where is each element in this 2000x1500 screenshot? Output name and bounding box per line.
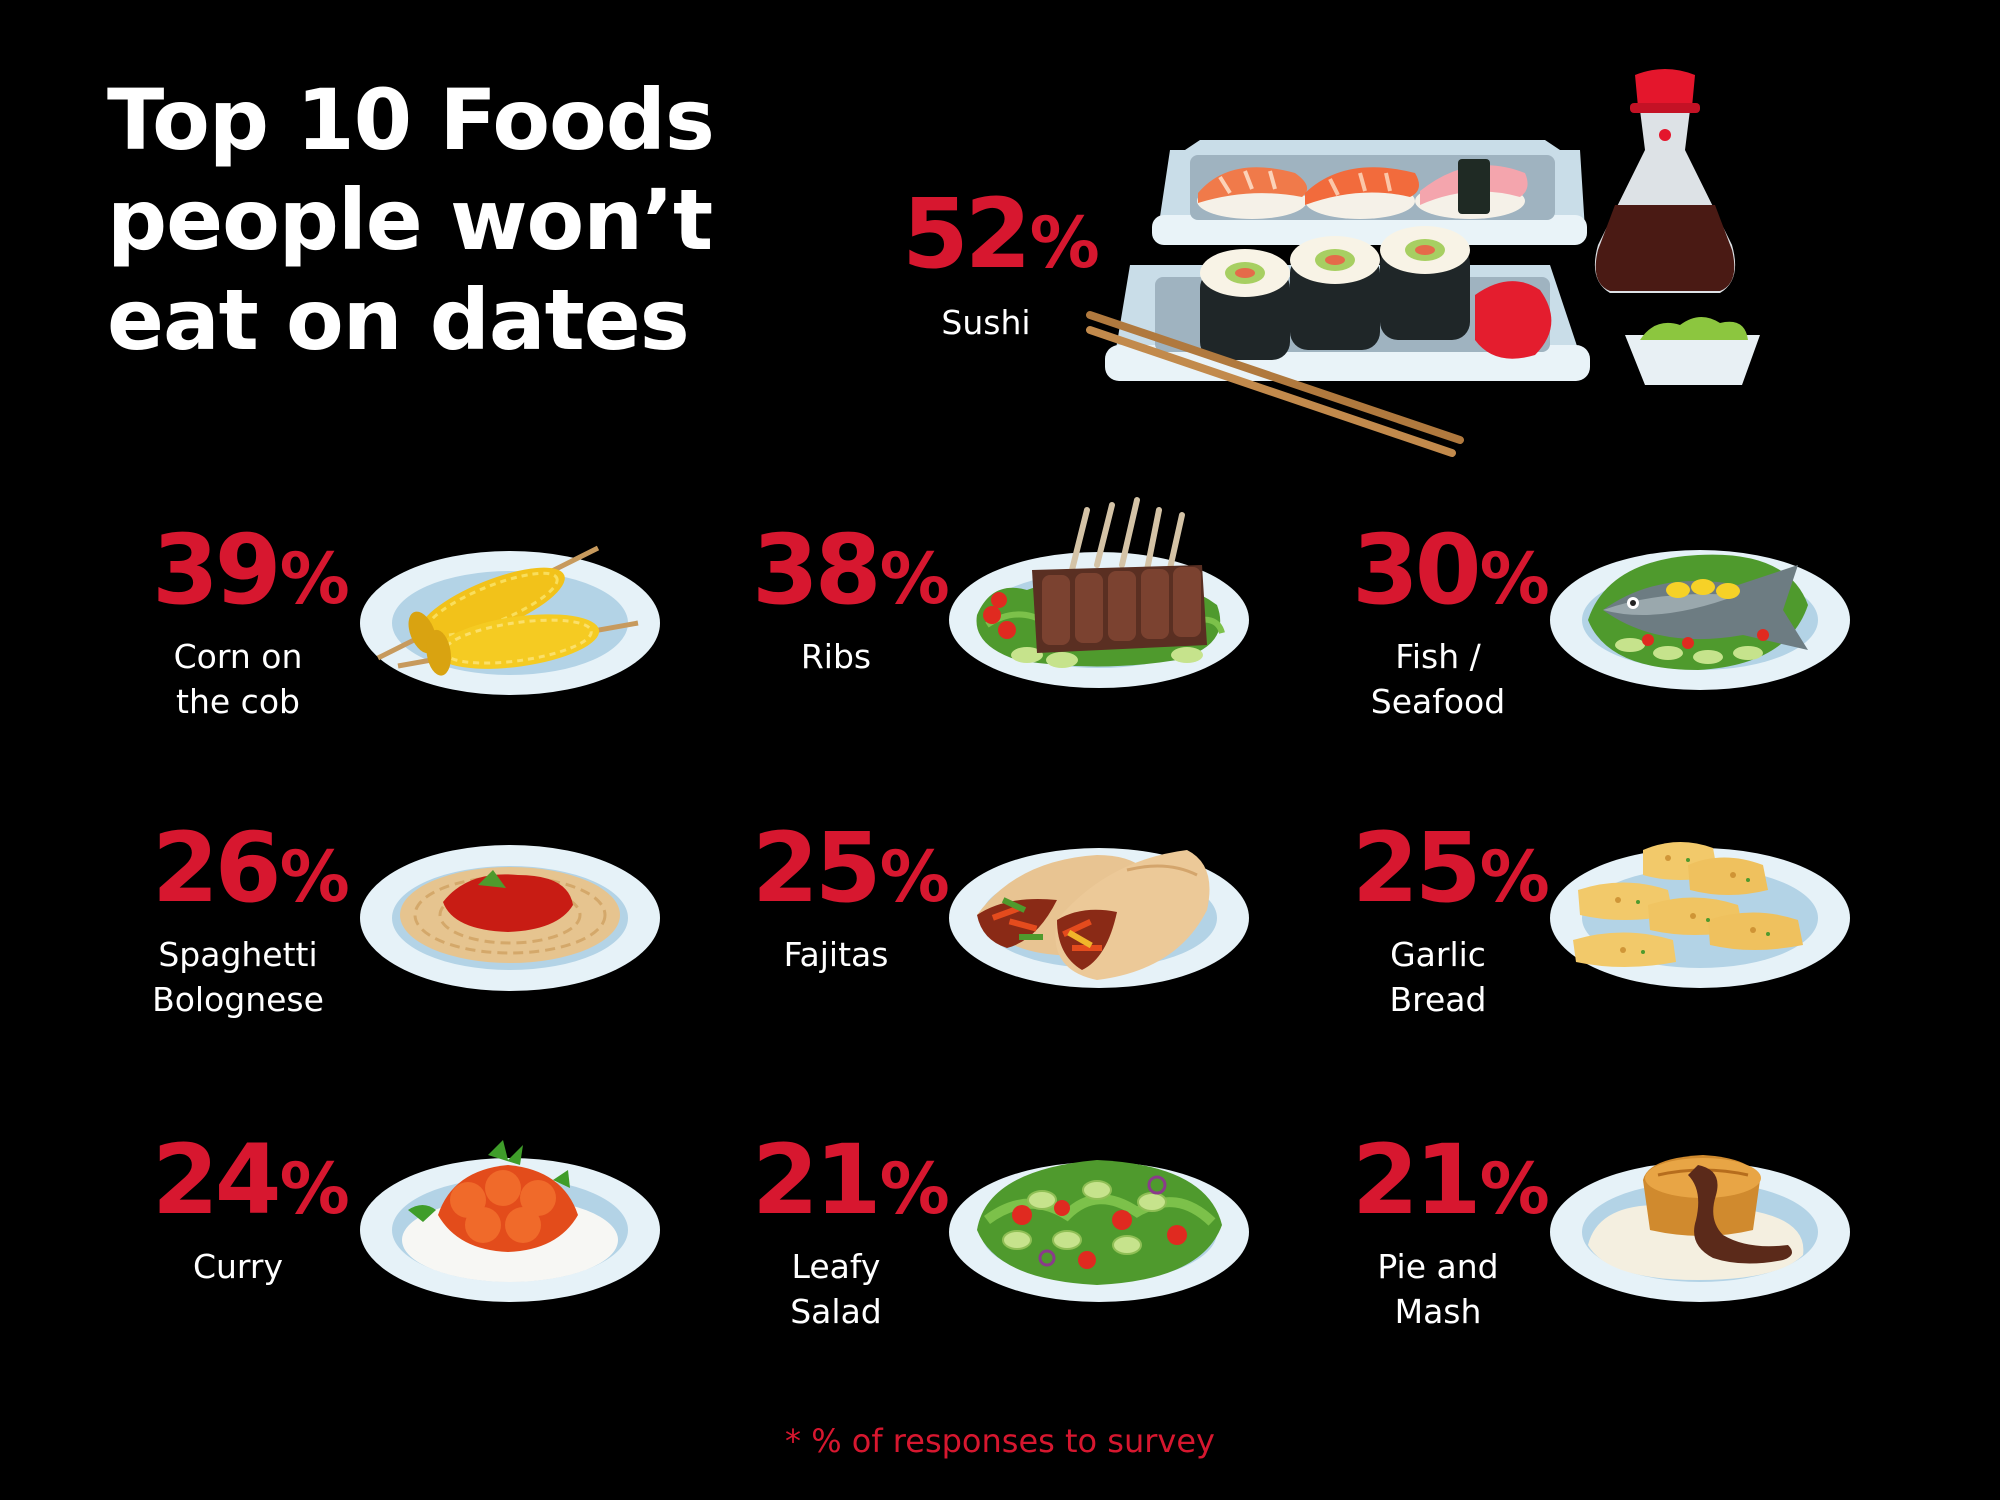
chart-title: Top 10 Foods people won’t eat on dates bbox=[107, 70, 727, 370]
fish-icon bbox=[1550, 550, 1850, 690]
spaghetti-icon bbox=[360, 845, 660, 991]
food-label-pie-mash: Pie and Mash bbox=[1377, 1247, 1499, 1331]
value-label-pie-mash: 21% bbox=[1352, 1124, 1550, 1236]
pie-mash-icon bbox=[1550, 1155, 1850, 1302]
title-line: eat on dates bbox=[107, 271, 690, 369]
food-label-garlic-bread: Garlic Bread bbox=[1389, 935, 1487, 1019]
fajitas-icon bbox=[949, 848, 1249, 988]
title-line: people won’t bbox=[107, 171, 713, 269]
garlic-bread-icon bbox=[1550, 841, 1850, 988]
value-label-spaghetti: 26% bbox=[152, 812, 350, 924]
footnote: * % of responses to survey bbox=[785, 1422, 1215, 1460]
value-label-ribs: 38% bbox=[752, 514, 950, 626]
value-label-curry: 24% bbox=[152, 1124, 350, 1236]
food-label-ribs: Ribs bbox=[800, 637, 872, 676]
title-line: Top 10 Foods bbox=[107, 71, 715, 169]
food-label-fish: Fish / Seafood bbox=[1370, 637, 1506, 721]
value-label-fish: 30% bbox=[1352, 514, 1550, 626]
corn-icon bbox=[360, 545, 660, 695]
value-label-fajitas: 25% bbox=[752, 812, 950, 924]
value-label-salad: 21% bbox=[752, 1124, 950, 1236]
ribs-icon bbox=[949, 497, 1249, 688]
salad-icon bbox=[949, 1160, 1249, 1302]
food-label-sushi: Sushi bbox=[941, 303, 1031, 342]
value-label-sushi: 52% bbox=[902, 178, 1100, 290]
sushi-icon bbox=[1086, 69, 1760, 457]
food-label-spaghetti: Spaghetti Bolognese bbox=[152, 935, 324, 1019]
value-label-garlic-bread: 25% bbox=[1352, 812, 1550, 924]
curry-icon bbox=[360, 1140, 660, 1302]
food-label-corn: Corn on the cob bbox=[173, 637, 303, 721]
food-label-salad: Leafy Salad bbox=[790, 1247, 882, 1331]
food-label-curry: Curry bbox=[192, 1247, 284, 1286]
value-label-corn: 39% bbox=[152, 514, 350, 626]
food-label-fajitas: Fajitas bbox=[783, 935, 889, 974]
